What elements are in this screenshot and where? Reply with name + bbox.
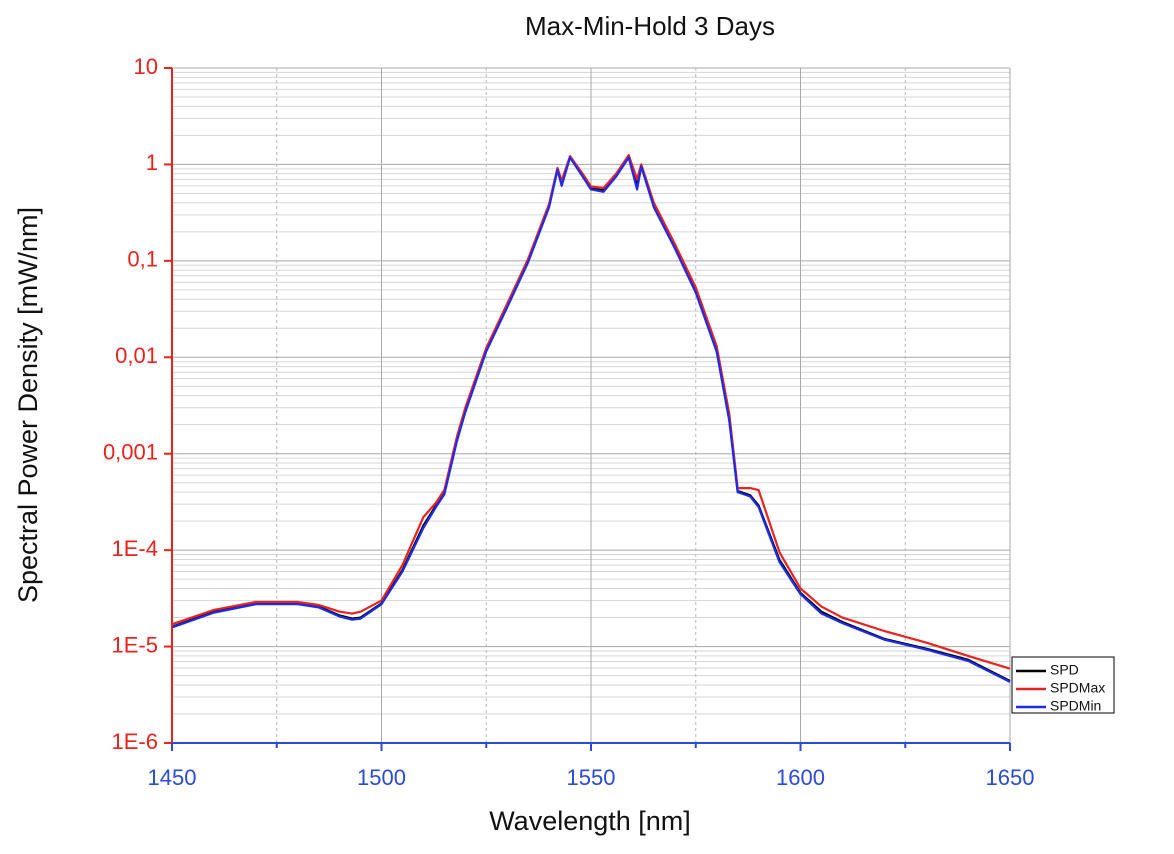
legend-label: SPDMax <box>1050 680 1105 696</box>
x-tick-label: 1650 <box>986 765 1035 790</box>
series-line <box>171 156 1011 683</box>
legend-label: SPD <box>1050 662 1079 678</box>
y-tick-label: 10 <box>134 54 158 79</box>
x-tick-label: 1550 <box>567 765 616 790</box>
y-tick-label: 1E-4 <box>112 536 158 561</box>
plot <box>171 153 1011 683</box>
y-tick-label: 1 <box>146 150 158 175</box>
series-line <box>171 153 1011 670</box>
y-tick-label: 0,01 <box>115 343 158 368</box>
x-tick-label: 1600 <box>776 765 825 790</box>
chart-title: Max-Min-Hold 3 Days <box>525 11 775 41</box>
legend-box <box>1011 656 1115 714</box>
axes: 1E-6 1E-5 1E-4 0,001 0,01 0,1 1 10 1450 1500 1550 1… <box>103 54 1035 790</box>
y-tick-label: 0,001 <box>103 440 158 465</box>
legend: SPD SPDMax SPDMin <box>1016 662 1105 714</box>
y-axis-label: Spectral Power Density [mW/nm] <box>13 207 43 603</box>
y-tick-label: 0,1 <box>127 247 158 272</box>
grid <box>171 67 1011 744</box>
legend-label: SPDMin <box>1050 698 1101 714</box>
x-axis-label: Wavelength [nm] <box>489 806 691 836</box>
y-tick-label: 1E-6 <box>112 729 158 754</box>
x-tick-label: 1450 <box>148 765 197 790</box>
x-tick-label: 1500 <box>357 765 406 790</box>
y-tick-label: 1E-5 <box>112 632 158 657</box>
